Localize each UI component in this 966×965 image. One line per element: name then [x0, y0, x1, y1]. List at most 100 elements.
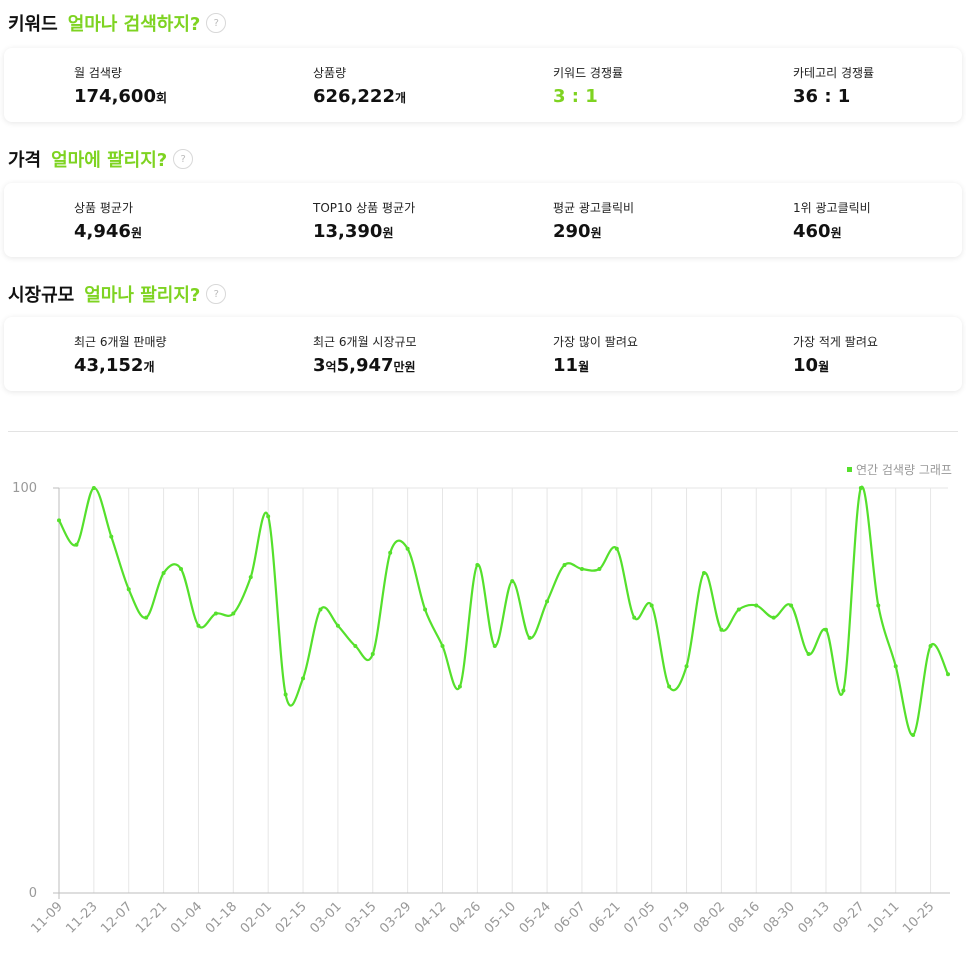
- x-tick-label: 01-04: [168, 899, 205, 936]
- stat-peak-month: 가장 많이 팔려요 11월: [553, 333, 638, 376]
- stat-label: 상품 평균가: [74, 201, 134, 215]
- stat-top-click-cost: 1위 광고클릭비 460원: [793, 199, 871, 242]
- data-point: [701, 571, 706, 576]
- section-heading: 가격: [8, 150, 42, 171]
- section-divider: [8, 431, 958, 432]
- stat-label: 키워드 경쟁률: [553, 66, 624, 80]
- data-point: [475, 562, 480, 567]
- stat-value: 290: [553, 221, 591, 242]
- x-tick-label: 04-12: [412, 899, 449, 936]
- stat-label: 1위 광고클릭비: [793, 201, 871, 215]
- stat-unit: 억: [325, 360, 337, 374]
- help-icon[interactable]: ?: [206, 13, 227, 33]
- data-point: [283, 692, 288, 697]
- data-point: [823, 627, 828, 632]
- data-point: [144, 615, 149, 620]
- data-point: [370, 652, 375, 657]
- section-title-price: 가격 얼마에 팔리지? ?: [8, 146, 194, 172]
- section-subheading: 얼마에 팔리지?: [51, 150, 168, 171]
- data-point: [126, 587, 131, 592]
- stat-value: 43,152: [74, 355, 144, 376]
- stat-unit: 회: [155, 91, 168, 105]
- section-subheading: 얼마나 검색하지?: [67, 14, 201, 35]
- x-tick-label: 03-29: [377, 899, 414, 936]
- stat-unit-secondary: 만원: [393, 360, 416, 374]
- help-icon[interactable]: ?: [173, 149, 194, 169]
- x-tick-label: 09-13: [795, 899, 832, 936]
- stat-low-month: 가장 적게 팔려요 10월: [793, 333, 878, 376]
- stat-unit: 원: [130, 226, 142, 240]
- data-point: [893, 664, 898, 669]
- series-line: [58, 485, 949, 737]
- data-point: [179, 567, 184, 571]
- search-volume-chart: 010011-0911-2312-0712-2101-0401-1802-010…: [12, 463, 952, 937]
- stat-value: 626,222: [313, 86, 395, 107]
- data-point: [649, 603, 654, 608]
- data-point: [57, 518, 61, 523]
- y-tick-label: 0: [29, 886, 37, 901]
- data-point: [562, 562, 567, 567]
- data-point: [318, 607, 323, 612]
- data-point: [928, 643, 933, 648]
- help-icon[interactable]: ?: [206, 284, 227, 304]
- data-point: [266, 514, 271, 519]
- x-tick-label: 02-15: [273, 899, 310, 936]
- stats-card-keyword: 월 검색량 174,600회 상품량 626,222개 키워드 경쟁률 3 : …: [4, 48, 962, 122]
- stat-avg-click-cost: 평균 광고클릭비 290원: [553, 199, 634, 242]
- data-point: [161, 571, 166, 576]
- x-tick-label: 02-01: [238, 899, 275, 936]
- data-point: [405, 546, 410, 551]
- stat-value: 3 : 1: [553, 86, 598, 107]
- data-point: [231, 611, 236, 616]
- data-point: [301, 676, 306, 681]
- data-point: [684, 664, 689, 669]
- stats-card-market: 최근 6개월 판매량 43,152개 최근 6개월 시장규모 3억5,947만원…: [4, 317, 962, 391]
- x-tick-label: 07-19: [656, 899, 693, 936]
- stat-value: 10: [793, 355, 819, 376]
- data-point: [196, 623, 201, 628]
- data-point: [423, 607, 428, 612]
- stat-label: TOP10 상품 평균가: [313, 201, 416, 215]
- data-point: [858, 486, 863, 490]
- data-point: [754, 603, 759, 608]
- stat-value: 36 : 1: [793, 86, 851, 107]
- x-tick-label: 06-07: [551, 899, 588, 936]
- data-point: [248, 575, 253, 580]
- stat-unit: 월: [578, 360, 590, 374]
- stat-product-count: 상품량 626,222개: [313, 64, 406, 107]
- stat-unit: 원: [830, 226, 842, 240]
- x-tick-label: 09-27: [830, 899, 867, 936]
- data-point: [457, 684, 462, 689]
- section-heading: 시장규모: [8, 285, 75, 306]
- x-tick-label: 01-18: [203, 899, 240, 936]
- stat-unit: 개: [394, 91, 407, 105]
- x-tick-label: 06-21: [586, 899, 623, 936]
- stat-label: 가장 많이 팔려요: [553, 335, 638, 349]
- x-tick-label: 04-26: [447, 899, 484, 936]
- stat-keyword-competition: 키워드 경쟁률 3 : 1: [553, 64, 623, 107]
- x-tick-label: 10-25: [900, 899, 937, 936]
- data-point: [841, 688, 846, 693]
- data-point: [806, 652, 811, 657]
- legend-label: 연간 검색량 그래프: [856, 463, 952, 477]
- x-tick-label: 05-24: [517, 899, 554, 936]
- y-tick-label: 100: [12, 481, 37, 496]
- stat-monthly-search: 월 검색량 174,600회: [74, 64, 167, 107]
- stat-value: 4,946: [74, 221, 131, 242]
- stat-value: 11: [553, 355, 579, 376]
- data-point: [614, 546, 619, 551]
- data-point: [213, 611, 218, 616]
- stat-label: 최근 6개월 판매량: [74, 335, 167, 349]
- stat-unit: 월: [818, 360, 830, 374]
- stat-label: 최근 6개월 시장규모: [313, 335, 417, 349]
- section-subheading: 얼마나 팔리지?: [84, 285, 201, 306]
- section-title-keyword: 키워드 얼마나 검색하지? ?: [8, 10, 227, 36]
- data-point: [545, 599, 550, 604]
- data-point: [789, 603, 794, 608]
- section-heading: 키워드: [8, 14, 58, 35]
- x-tick-label: 12-07: [98, 899, 135, 936]
- data-point: [876, 603, 881, 608]
- legend-marker: [847, 467, 852, 472]
- stat-value: 3: [313, 355, 326, 376]
- data-point: [579, 567, 584, 571]
